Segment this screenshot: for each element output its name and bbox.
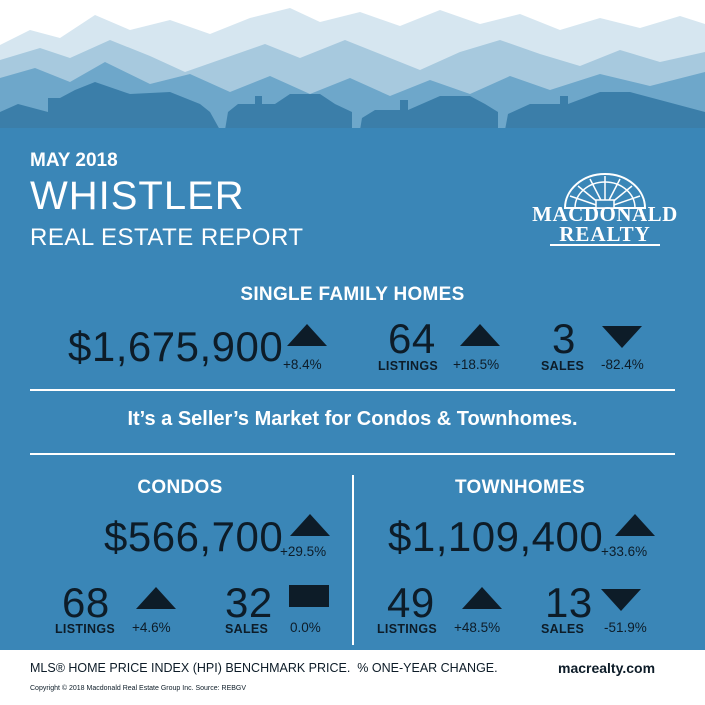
townhomes-listings-label: LISTINGS (377, 622, 438, 636)
sf-sales-change: -82.4% (601, 357, 644, 372)
condos-sales-flat-icon (289, 585, 329, 607)
vertical-divider (352, 475, 354, 645)
mountain-skyline-illustration (0, 0, 705, 150)
townhomes-heading: TOWNHOMES (454, 477, 586, 498)
website-link[interactable]: macrealty.com (558, 660, 656, 676)
sf-price-change: +8.4% (283, 357, 322, 372)
condos-listings-label: LISTINGS (55, 622, 116, 636)
sf-sales-down-arrow-icon (602, 326, 642, 348)
sf-listings-change: +18.5% (453, 357, 500, 372)
townhomes-price-up-arrow-icon (615, 514, 655, 536)
townhomes-sales-value: 13 (545, 579, 593, 626)
condos-listings-value: 68 (62, 579, 110, 626)
macdonald-realty-logo: MACDONALD REALTY (530, 170, 680, 248)
sf-sales-label: SALES (541, 359, 585, 373)
condos-price-change: +29.5% (280, 544, 327, 559)
condos-sales-change: 0.0% (290, 620, 321, 635)
townhomes-listings-change: +48.5% (454, 620, 501, 635)
copyright-text: Copyright © 2018 Macdonald Real Estate G… (30, 685, 247, 692)
report-subtitle: REAL ESTATE REPORT (30, 224, 304, 251)
report-date: MAY 2018 (30, 150, 118, 171)
single-family-heading: SINGLE FAMILY HOMES (240, 284, 465, 305)
townhomes-price-change: +33.6% (601, 544, 648, 559)
city-title: WHISTLER (30, 174, 245, 218)
sf-listings-label: LISTINGS (378, 359, 439, 373)
townhomes-sales-change: -51.9% (604, 620, 647, 635)
sf-sales-value: 3 (552, 315, 576, 362)
condos-listings-up-arrow-icon (136, 587, 176, 609)
sf-price-up-arrow-icon (287, 324, 327, 346)
footer-note: MLS® HOME PRICE INDEX (HPI) BENCHMARK PR… (30, 661, 498, 675)
townhomes-listings-up-arrow-icon (462, 587, 502, 609)
logo-underline (550, 244, 660, 246)
townhomes-price: $1,109,400 (388, 513, 604, 560)
condos-price: $566,700 (104, 513, 284, 560)
condos-sales-value: 32 (225, 579, 273, 626)
townhomes-sales-down-arrow-icon (601, 589, 641, 611)
logo-line2: REALTY (559, 222, 651, 246)
condos-heading: CONDOS (137, 477, 223, 498)
divider-middle (30, 453, 675, 455)
footer-bar (0, 650, 705, 705)
sf-listings-value: 64 (388, 315, 436, 362)
sf-price: $1,675,900 (68, 323, 284, 370)
townhomes-sales-label: SALES (541, 622, 585, 636)
logo-line1: MACDONALD (532, 202, 678, 226)
logo-sunburst-icon (563, 173, 647, 209)
divider-top (30, 389, 675, 391)
market-message: It’s a Seller’s Market for Condos & Town… (127, 408, 578, 430)
sf-listings-up-arrow-icon (460, 324, 500, 346)
condos-sales-label: SALES (225, 622, 269, 636)
condos-listings-change: +4.6% (132, 620, 171, 635)
townhomes-listings-value: 49 (387, 579, 435, 626)
condos-price-up-arrow-icon (290, 514, 330, 536)
